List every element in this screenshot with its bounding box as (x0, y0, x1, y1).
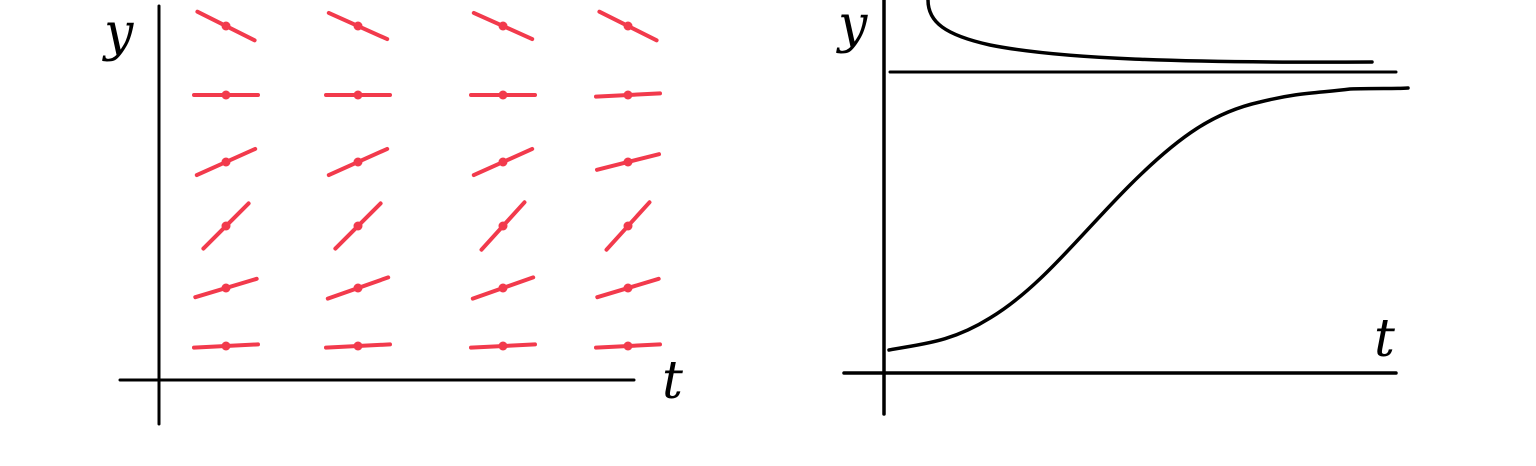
slope-point (221, 341, 231, 351)
slope-point (498, 21, 508, 31)
right-y-axis-label: y (836, 0, 868, 55)
solution-curves-panel: y t (836, 0, 1410, 416)
slope-point (353, 221, 363, 231)
slope-point (623, 21, 633, 31)
slope-point (353, 157, 363, 167)
slope-point (221, 283, 231, 293)
slope-point (221, 21, 231, 31)
slope-marks (192, 9, 662, 351)
slope-point (221, 221, 231, 231)
left-t-axis-label: t (662, 351, 683, 411)
right-t-axis-label: t (1374, 309, 1395, 369)
slope-point (221, 90, 231, 100)
slope-point (623, 157, 633, 167)
slope-point (353, 90, 363, 100)
slope-point (221, 157, 231, 167)
slope-field-panel: y t (102, 3, 683, 426)
slope-point (623, 221, 633, 231)
slope-point (353, 21, 363, 31)
slope-point (353, 341, 363, 351)
left-y-axis-label: y (102, 3, 134, 63)
slope-point (498, 283, 508, 293)
slope-point (623, 283, 633, 293)
slope-point (498, 341, 508, 351)
upper-solution-curve (926, 0, 1374, 64)
slope-point (623, 341, 633, 351)
slope-point (498, 221, 508, 231)
slope-point (498, 157, 508, 167)
slope-point (353, 283, 363, 293)
lower-solution-curve (887, 86, 1410, 352)
slope-point (498, 90, 508, 100)
slope-point (623, 90, 633, 100)
